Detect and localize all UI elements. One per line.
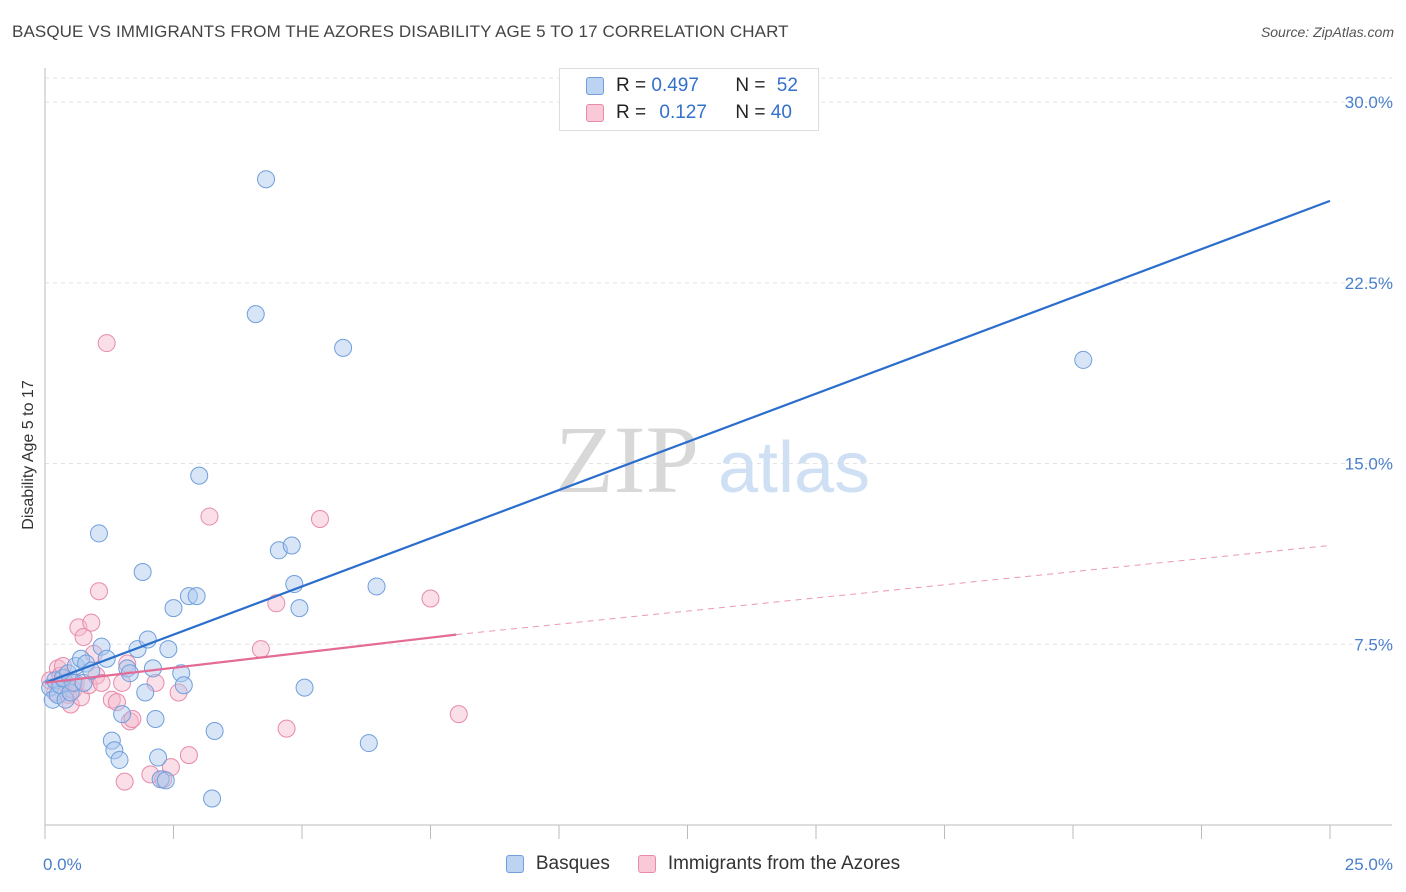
legend-swatch-blue [586, 77, 604, 95]
data-point-azores [107, 693, 126, 712]
data-point-basques [146, 709, 165, 728]
data-point-basques [71, 649, 90, 668]
data-point-basques [359, 734, 378, 753]
data-point-basques [156, 771, 175, 790]
legend-n-label: N = [735, 102, 766, 123]
data-point-basques [203, 789, 222, 808]
data-point-azores [179, 746, 198, 765]
chart-source: Source: ZipAtlas.com [1260, 24, 1394, 40]
data-point-azores [123, 709, 142, 728]
data-point-azores [277, 719, 296, 738]
data-point-basques [174, 676, 193, 695]
bottom-legend: Basques Immigrants from the Azores [0, 852, 1406, 876]
trend-line-azores-extension [456, 544, 1331, 636]
y-tick-label: 22.5% [1345, 274, 1393, 293]
data-point-azores [161, 758, 180, 777]
data-point-azores [97, 334, 116, 353]
data-point-basques [367, 577, 386, 596]
data-point-basques [113, 705, 132, 724]
legend-row-azores: R = 0.127 N = 40 [586, 101, 792, 125]
bottom-legend-basques: Basques [505, 853, 610, 875]
data-point-basques [179, 587, 198, 606]
data-point-azores [115, 772, 134, 791]
bottom-legend-label: Immigrants from the Azores [667, 853, 901, 874]
trend-line-azores [44, 633, 457, 684]
bottom-legend-label: Basques [535, 853, 610, 874]
legend-swatch-pink [586, 104, 604, 122]
y-axis-label: Disability Age 5 to 17 [20, 380, 37, 530]
legend-r-label: R = [616, 75, 647, 96]
data-point-basques [143, 659, 162, 678]
data-point-basques [190, 466, 209, 485]
data-point-azores [120, 712, 139, 731]
data-point-basques [295, 678, 314, 697]
legend-r-value: 0.497 [651, 75, 699, 96]
legend-n-value: 40 [770, 102, 792, 123]
data-point-azores [421, 589, 440, 608]
stats-legend: R = 0.497 N = 52 R = 0.127 N = 40 [559, 68, 819, 131]
data-point-azores [251, 640, 270, 659]
data-point-azores [82, 613, 101, 632]
data-point-basques [282, 536, 301, 555]
data-point-basques [149, 748, 168, 767]
legend-r-value: 0.127 [659, 102, 707, 123]
bottom-swatch-pink [637, 855, 656, 873]
trend-layer [44, 199, 1331, 684]
data-point-basques [133, 562, 152, 581]
watermark-atlas: atlas [718, 428, 870, 508]
data-point-azores [92, 673, 111, 692]
data-point-azores [267, 594, 286, 613]
data-point-basques [105, 741, 124, 760]
data-point-azores [89, 582, 108, 601]
pink-points [41, 334, 468, 791]
bottom-legend-azores: Immigrants from the Azores [637, 853, 901, 875]
data-point-azores [310, 509, 329, 528]
legend-r-label: R = [616, 102, 647, 123]
legend-n-value: 52 [776, 75, 798, 96]
data-point-basques [172, 664, 191, 683]
data-point-azores [102, 690, 121, 709]
legend-row-basques: R = 0.497 N = 52 [586, 74, 798, 98]
data-point-basques [159, 640, 178, 659]
bottom-swatch-blue [505, 855, 524, 873]
data-point-basques [257, 170, 276, 189]
x-tick-label: 0.0% [43, 855, 82, 874]
data-point-basques [89, 524, 108, 543]
data-point-basques [43, 690, 62, 709]
data-point-basques [187, 587, 206, 606]
blue-points [41, 170, 1093, 808]
y-tick-label: 15.0% [1345, 455, 1393, 474]
x-tick-label: 25.0% [1345, 855, 1393, 874]
y-tick-label: 7.5% [1354, 635, 1393, 654]
data-point-basques [110, 750, 129, 769]
y-tick-label: 30.0% [1345, 93, 1393, 112]
data-point-basques [136, 683, 155, 702]
data-point-basques [290, 599, 309, 618]
data-point-azores [74, 628, 93, 647]
data-point-basques [1074, 350, 1093, 369]
trend-line-basques [44, 199, 1331, 684]
chart-title: BASQUE VS IMMIGRANTS FROM THE AZORES DIS… [12, 22, 789, 41]
data-point-basques [205, 722, 224, 741]
legend-n-label: N = [735, 75, 766, 96]
data-point-basques [92, 637, 111, 656]
axis-layer: 7.5% 15.0% 22.5% 30.0% 0.0% 25.0% [43, 68, 1393, 874]
data-point-basques [334, 338, 353, 357]
data-point-azores [200, 507, 219, 526]
data-point-basques [246, 305, 265, 324]
data-point-azores [449, 705, 468, 724]
data-point-basques [164, 599, 183, 618]
watermark-zip: ZIP [555, 406, 699, 513]
